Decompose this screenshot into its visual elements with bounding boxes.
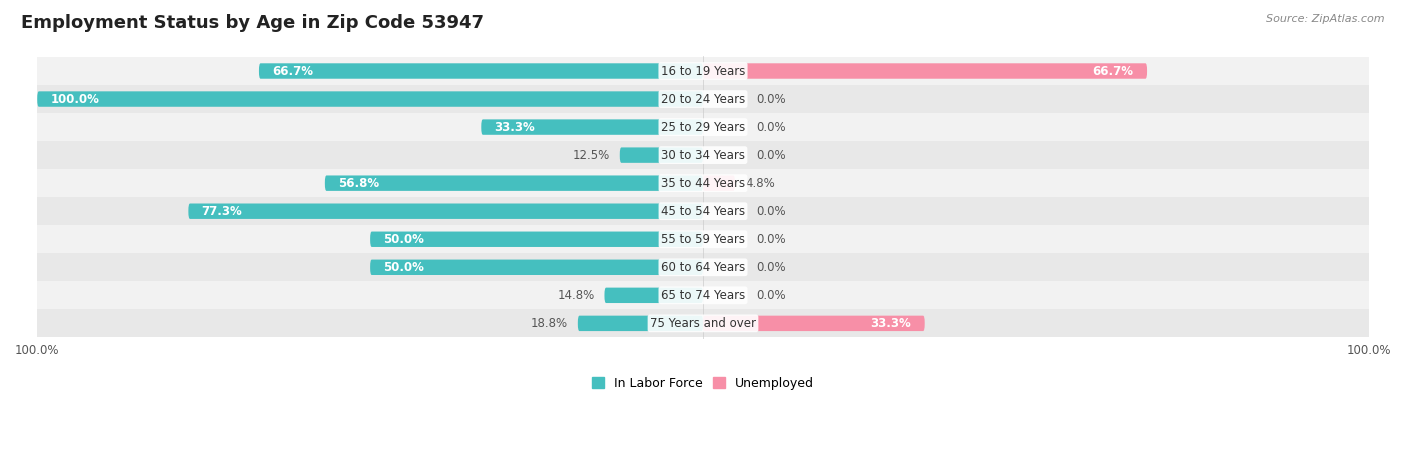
Text: 0.0%: 0.0%: [756, 289, 786, 302]
Text: 77.3%: 77.3%: [201, 205, 242, 218]
FancyBboxPatch shape: [259, 63, 703, 79]
Legend: In Labor Force, Unemployed: In Labor Force, Unemployed: [586, 372, 820, 395]
FancyBboxPatch shape: [703, 316, 925, 331]
Text: 75 Years and over: 75 Years and over: [650, 317, 756, 330]
FancyBboxPatch shape: [370, 260, 703, 275]
Text: 65 to 74 Years: 65 to 74 Years: [661, 289, 745, 302]
Text: 30 to 34 Years: 30 to 34 Years: [661, 149, 745, 161]
Text: 33.3%: 33.3%: [495, 120, 536, 133]
Text: 0.0%: 0.0%: [756, 205, 786, 218]
FancyBboxPatch shape: [703, 63, 1147, 79]
FancyBboxPatch shape: [188, 203, 703, 219]
Text: 55 to 59 Years: 55 to 59 Years: [661, 233, 745, 246]
Text: 0.0%: 0.0%: [756, 261, 786, 274]
Text: 66.7%: 66.7%: [1092, 64, 1133, 78]
Text: 0.0%: 0.0%: [756, 233, 786, 246]
FancyBboxPatch shape: [605, 288, 703, 303]
FancyBboxPatch shape: [578, 316, 703, 331]
Text: 66.7%: 66.7%: [273, 64, 314, 78]
Text: 50.0%: 50.0%: [384, 261, 425, 274]
FancyBboxPatch shape: [620, 147, 703, 163]
Text: 0.0%: 0.0%: [756, 92, 786, 106]
Bar: [37, 253, 1369, 281]
Text: 60 to 64 Years: 60 to 64 Years: [661, 261, 745, 274]
Bar: [37, 169, 1369, 197]
Bar: [37, 281, 1369, 309]
Bar: [37, 141, 1369, 169]
Text: 0.0%: 0.0%: [756, 149, 786, 161]
Text: 56.8%: 56.8%: [339, 177, 380, 190]
Bar: [37, 197, 1369, 225]
Bar: [37, 225, 1369, 253]
Text: 4.8%: 4.8%: [745, 177, 775, 190]
Text: 35 to 44 Years: 35 to 44 Years: [661, 177, 745, 190]
Text: Source: ZipAtlas.com: Source: ZipAtlas.com: [1267, 14, 1385, 23]
Text: 45 to 54 Years: 45 to 54 Years: [661, 205, 745, 218]
Text: Employment Status by Age in Zip Code 53947: Employment Status by Age in Zip Code 539…: [21, 14, 484, 32]
Text: 33.3%: 33.3%: [870, 317, 911, 330]
FancyBboxPatch shape: [703, 175, 735, 191]
FancyBboxPatch shape: [325, 175, 703, 191]
Text: 14.8%: 14.8%: [557, 289, 595, 302]
FancyBboxPatch shape: [370, 231, 703, 247]
Text: 50.0%: 50.0%: [384, 233, 425, 246]
Text: 18.8%: 18.8%: [530, 317, 568, 330]
Text: 16 to 19 Years: 16 to 19 Years: [661, 64, 745, 78]
Bar: [37, 85, 1369, 113]
Bar: [37, 309, 1369, 337]
FancyBboxPatch shape: [481, 120, 703, 135]
Bar: [37, 113, 1369, 141]
Bar: [37, 57, 1369, 85]
Text: 25 to 29 Years: 25 to 29 Years: [661, 120, 745, 133]
Text: 0.0%: 0.0%: [756, 120, 786, 133]
Text: 12.5%: 12.5%: [572, 149, 610, 161]
FancyBboxPatch shape: [37, 92, 703, 107]
Text: 100.0%: 100.0%: [51, 92, 100, 106]
Text: 20 to 24 Years: 20 to 24 Years: [661, 92, 745, 106]
